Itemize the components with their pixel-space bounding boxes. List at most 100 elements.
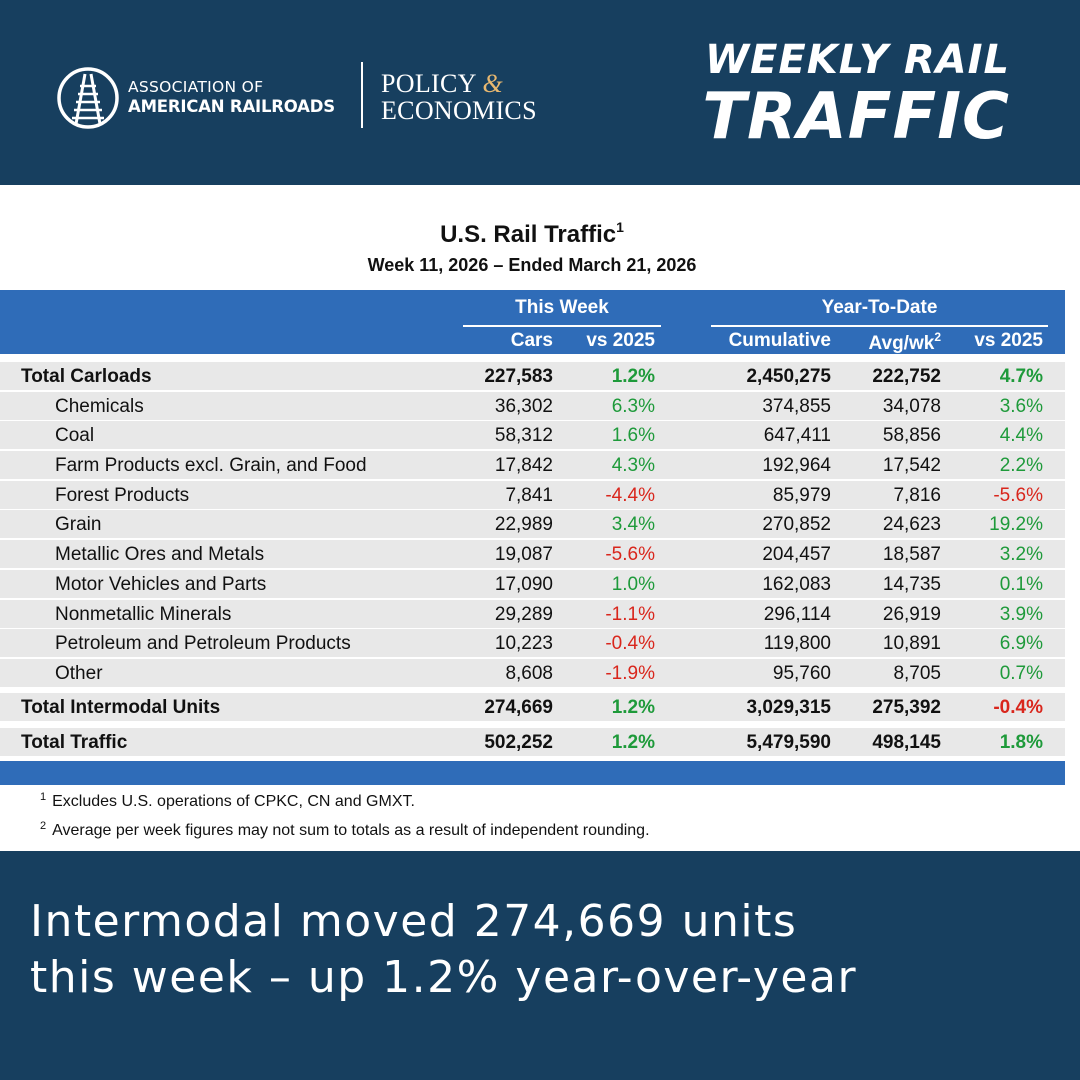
cell-avg: 8,705 xyxy=(893,663,941,684)
cell-cars: 17,090 xyxy=(494,574,553,595)
table-row: Other 8,608 -1.9% 95,760 8,705 0.7% xyxy=(0,659,1065,687)
cell-vs-ytd: -0.4% xyxy=(993,697,1043,718)
cell-cars: 29,289 xyxy=(494,604,553,625)
cell-avg: 222,752 xyxy=(872,366,941,387)
cell-avg: 34,078 xyxy=(882,396,941,417)
cell-cumulative: 2,450,275 xyxy=(746,366,831,387)
table-row: Chemicals 36,302 6.3% 374,855 34,078 3.6% xyxy=(0,392,1065,420)
table-row: Farm Products excl. Grain, and Food 17,84… xyxy=(0,451,1065,479)
cell-vs-week: 1.2% xyxy=(611,732,655,753)
cell-cars: 8,608 xyxy=(505,663,553,684)
cell-vs-week: 1.2% xyxy=(611,697,655,718)
cell-cars: 7,841 xyxy=(505,485,553,506)
cell-vs-ytd: 6.9% xyxy=(999,633,1043,654)
cell-vs-ytd: 3.9% xyxy=(999,604,1043,625)
table-row: Petroleum and Petroleum Products 10,223 -0… xyxy=(0,629,1065,657)
group-this-week: This Week xyxy=(515,297,609,318)
cell-vs-week: 1.6% xyxy=(611,425,655,446)
row-label: Petroleum and Petroleum Products xyxy=(55,633,351,654)
group-year-to-date: Year-To-Date xyxy=(821,297,938,318)
cell-cars: 274,669 xyxy=(484,697,553,718)
page-title: WEEKLY RAIL TRAFFIC xyxy=(702,37,1010,154)
cell-cumulative: 5,479,590 xyxy=(746,732,831,753)
cell-avg: 58,856 xyxy=(882,425,941,446)
logo-divider xyxy=(361,62,363,128)
cell-cumulative: 119,800 xyxy=(763,633,831,654)
cell-vs-week: -0.4% xyxy=(605,633,655,654)
row-label: Coal xyxy=(55,425,95,446)
cell-vs-ytd: 1.8% xyxy=(999,732,1043,753)
cell-avg: 18,587 xyxy=(882,544,941,565)
cell-vs-ytd: 19.2% xyxy=(989,514,1043,535)
cell-cumulative: 374,855 xyxy=(762,396,831,417)
cell-vs-week: 3.4% xyxy=(611,514,655,535)
table-subtitle: Week 11, 2026 – Ended March 21, 2026 xyxy=(367,255,697,275)
cell-avg: 275,392 xyxy=(872,697,941,718)
cell-vs-ytd: 3.6% xyxy=(999,396,1043,417)
cell-vs-week: 6.3% xyxy=(611,396,655,417)
headline-banner: Intermodal moved 274,669 units this week… xyxy=(30,896,858,1003)
cell-cars: 19,087 xyxy=(494,544,553,565)
cell-avg: 24,623 xyxy=(882,514,941,535)
row-label: Total Intermodal Units xyxy=(21,697,221,718)
row-label: Grain xyxy=(55,514,102,535)
cell-cumulative: 192,964 xyxy=(762,455,831,476)
cell-cars: 227,583 xyxy=(484,366,553,387)
table-row: Nonmetallic Minerals 29,289 -1.1% 296,114 26… xyxy=(0,600,1065,628)
cell-vs-week: -1.1% xyxy=(605,604,655,625)
table-row: Forest Products 7,841 -4.4% 85,979 7,816 -5.6… xyxy=(0,481,1065,509)
cell-cars: 502,252 xyxy=(484,732,553,753)
row-label: Total Carloads xyxy=(21,366,152,387)
group-underline xyxy=(463,325,661,327)
cell-avg: 14,735 xyxy=(882,574,941,595)
col-avg-per-week: Avg/wk2 xyxy=(868,330,941,354)
cell-avg: 10,891 xyxy=(882,633,941,654)
table-row: Total Carloads 227,583 1.2% 2,450,275 222,75… xyxy=(0,362,1065,390)
cell-avg: 26,919 xyxy=(882,604,941,625)
table-row: Metallic Ores and Metals 19,087 -5.6% 204,4… xyxy=(0,540,1065,568)
cell-vs-week: 4.3% xyxy=(611,455,655,476)
policy-economics-wordmark: POLICY & ECONOMICS xyxy=(381,69,537,125)
cell-cumulative: 162,083 xyxy=(762,574,831,595)
row-label: Other xyxy=(55,663,103,684)
cell-cumulative: 270,852 xyxy=(762,514,831,535)
row-label: Metallic Ores and Metals xyxy=(55,544,265,565)
row-label: Chemicals xyxy=(55,396,144,417)
table-row: Grain 22,989 3.4% 270,852 24,623 19.2% xyxy=(0,510,1065,538)
col-cars: Cars xyxy=(510,330,553,351)
cell-vs-ytd: 4.4% xyxy=(999,425,1043,446)
row-label: Total Traffic xyxy=(21,732,128,753)
cell-cumulative: 647,411 xyxy=(763,425,831,446)
cell-cars: 36,302 xyxy=(494,396,553,417)
cell-vs-week: -5.6% xyxy=(605,544,655,565)
cell-vs-ytd: 4.7% xyxy=(999,366,1043,387)
row-label: Motor Vehicles and Parts xyxy=(55,574,267,595)
cell-cumulative: 3,029,315 xyxy=(746,697,831,718)
cell-cars: 22,989 xyxy=(494,514,553,535)
row-label: Farm Products excl. Grain, and Food xyxy=(55,455,367,476)
cell-vs-ytd: 0.7% xyxy=(999,663,1043,684)
railroad-track-icon xyxy=(57,67,119,129)
cell-vs-ytd: 0.1% xyxy=(999,574,1043,595)
cell-vs-ytd: -5.6% xyxy=(993,485,1043,506)
table-header: This Week Year-To-Date Cars vs 2025 Cumu… xyxy=(0,290,1065,354)
traffic-table-panel: U.S. Rail Traffic1 Week 11, 2026 – Ended… xyxy=(0,185,1080,851)
footnote-1: 1 Excludes U.S. operations of CPKC, CN an… xyxy=(40,791,415,810)
cell-vs-ytd: 3.2% xyxy=(999,544,1043,565)
cell-vs-week: -1.9% xyxy=(605,663,655,684)
aar-wordmark: ASSOCIATION OF AMERICAN RAILROADS xyxy=(128,78,335,116)
cell-cars: 10,223 xyxy=(494,633,553,654)
cell-avg: 498,145 xyxy=(872,732,941,753)
table-footer-bar xyxy=(0,761,1065,785)
cell-cumulative: 204,457 xyxy=(762,544,831,565)
cell-cumulative: 85,979 xyxy=(772,485,831,506)
cell-cumulative: 296,114 xyxy=(763,604,831,625)
cell-cars: 58,312 xyxy=(494,425,553,446)
cell-vs-week: 1.2% xyxy=(611,366,655,387)
cell-vs-ytd: 2.2% xyxy=(999,455,1043,476)
cell-avg: 7,816 xyxy=(893,485,941,506)
row-label: Forest Products xyxy=(55,485,190,506)
col-vs-2025-ytd: vs 2025 xyxy=(974,330,1043,351)
group-underline xyxy=(711,325,1048,327)
table-row: Total Traffic 502,252 1.2% 5,479,590 498,145… xyxy=(0,728,1065,756)
